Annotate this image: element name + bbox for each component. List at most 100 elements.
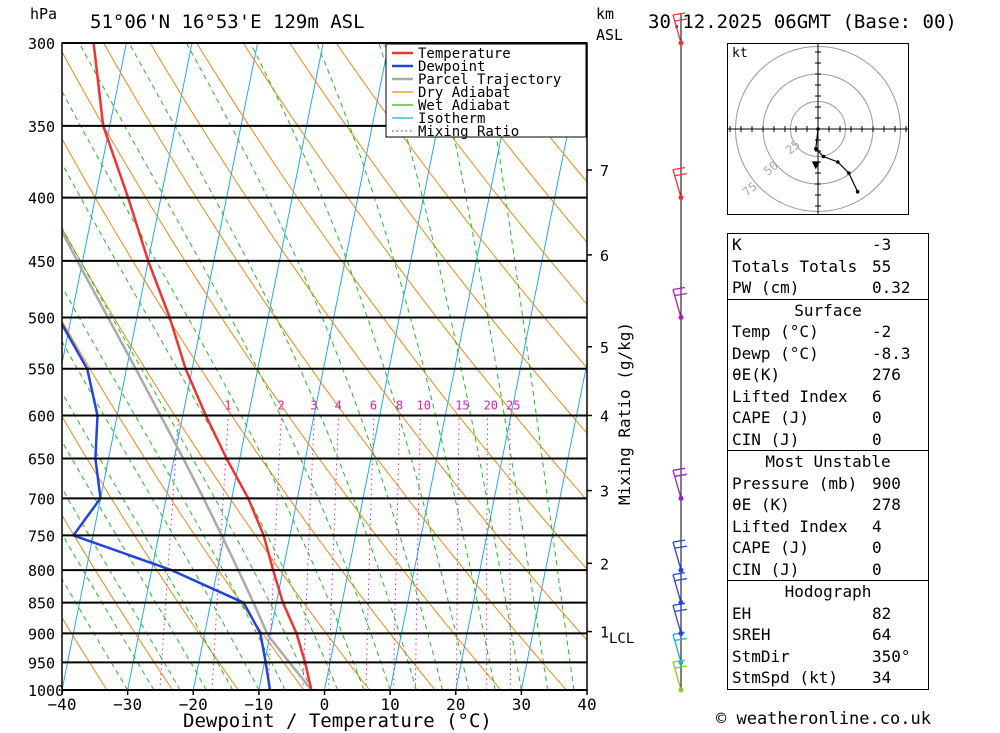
isotherm-line xyxy=(586,687,587,690)
pressure-tick-label: 800 xyxy=(28,562,55,580)
wind-barb-flag xyxy=(674,545,688,549)
copyright-footer[interactable]: © weatheronline.co.uk xyxy=(716,709,931,729)
isotherm-line xyxy=(389,43,521,690)
label-stmspd: StmSpd (kt) xyxy=(732,668,838,687)
mixing-ratio-line xyxy=(486,415,489,690)
storm-motion-marker xyxy=(811,161,820,170)
value-surface-li: 6 xyxy=(872,386,882,406)
hodograph-point xyxy=(814,147,818,151)
datetime-title: 30.12.2025 06GMT (Base: 00) xyxy=(648,11,957,33)
pressure-tick-label: 600 xyxy=(28,407,55,425)
hodograph-point xyxy=(855,189,860,194)
legend-dry-adiabat: Dry Adiabat xyxy=(418,85,511,101)
hodograph-point xyxy=(816,127,820,131)
row-mu-cape: CAPE (J) 0 xyxy=(728,537,928,559)
wind-barb-flag xyxy=(672,12,686,16)
wind-barb-flag xyxy=(674,637,688,642)
row-surface-cin: CIN (J) 0 xyxy=(728,429,928,451)
row-surface-li: Lifted Index 6 xyxy=(728,386,928,408)
label-surface-cin: CIN (J) xyxy=(732,429,800,449)
value-surface-cin: 0 xyxy=(872,429,882,449)
wet-adiabat-line xyxy=(62,487,181,690)
dry-adiabat-line xyxy=(335,43,587,369)
label-mu-cin: CIN (J) xyxy=(732,559,800,579)
x-tick-label: −30 xyxy=(113,695,142,714)
wet-adiabat-line xyxy=(378,43,522,690)
label-totals-totals: Totals Totals xyxy=(732,256,858,276)
label-mu-li: Lifted Index xyxy=(732,516,848,536)
location-title: 51°06'N 16°53'E 129m ASL xyxy=(90,11,365,33)
chart-axes: 1 2 3 4 6 8 10 15 20 2530035040045050055060065070… xyxy=(28,35,634,714)
label-stmdir: StmDir xyxy=(732,646,790,666)
row-stmdir: StmDir 350° xyxy=(728,646,928,668)
pressure-tick-label: 550 xyxy=(28,361,55,379)
value-mu-cape: 0 xyxy=(872,538,882,557)
isotherm-line xyxy=(192,43,324,690)
hodograph-trace xyxy=(815,128,859,192)
label-surface-temp: Temp (°C) xyxy=(732,322,819,341)
mixing-ratio-label: 2 xyxy=(278,398,285,412)
hodograph-point xyxy=(836,160,840,164)
dry-adiabat-line xyxy=(428,43,587,244)
wet-adiabat-line xyxy=(481,43,575,690)
mixing-ratio-label: 15 xyxy=(455,398,469,412)
wind-barb-flag xyxy=(672,467,686,471)
row-totals-totals: Totals Totals 55 xyxy=(728,256,928,278)
value-mu-pressure: 900 xyxy=(872,473,901,493)
row-surface-temp: Temp (°C) -2 xyxy=(728,321,928,343)
wet-adiabat-line xyxy=(62,391,234,690)
wind-barb-flag xyxy=(674,292,688,297)
row-mu-cin: CIN (J) 0 xyxy=(728,559,928,581)
x-tick-label: 40 xyxy=(577,695,596,714)
wind-barb-flag xyxy=(672,166,686,171)
legend-parcel: Parcel Trajectory xyxy=(418,72,561,88)
wind-barb-shaft xyxy=(672,169,682,198)
pressure-tick-label: 700 xyxy=(28,490,55,508)
hodograph-point xyxy=(847,171,851,175)
wind-barb-flag xyxy=(674,172,688,177)
mixing-ratio-line xyxy=(159,415,180,690)
value-surface-dewp: -8.3 xyxy=(872,343,911,363)
wind-barb-shaft xyxy=(672,470,682,499)
wet-adiabat-line xyxy=(62,440,207,690)
wind-barb-flag xyxy=(672,286,686,291)
label-surface-li: Lifted Index xyxy=(732,386,848,406)
wind-barb-shaft xyxy=(672,541,682,571)
value-pw: 0.32 xyxy=(872,278,911,297)
section-hodograph: Hodograph xyxy=(728,580,928,603)
wet-adiabat-line xyxy=(62,533,155,690)
isotherm-line xyxy=(258,43,390,690)
x-tick-label: −20 xyxy=(179,695,208,714)
wind-barb-shaft xyxy=(672,574,682,603)
row-pw: PW (cm) 0.32 xyxy=(728,277,928,299)
pressure-tick-label: 450 xyxy=(28,253,55,271)
row-mu-li: Lifted Index 4 xyxy=(728,516,928,538)
mixing-ratio-label: 10 xyxy=(416,398,430,412)
wind-barb-flag xyxy=(672,539,686,543)
value-surface-thetae: 276 xyxy=(872,365,901,384)
label-eh: EH xyxy=(732,603,752,623)
km-tick-label: 4 xyxy=(600,407,609,425)
dry-adiabat-line xyxy=(62,514,174,690)
value-surface-cape: 0 xyxy=(872,408,882,427)
x-tick-label: 30 xyxy=(512,695,531,714)
legend-isotherm: Isotherm xyxy=(418,111,485,127)
label-pw: PW (cm) xyxy=(732,278,800,297)
pressure-tick-label: 500 xyxy=(28,310,55,328)
wind-barb-shaft xyxy=(672,634,682,663)
x-tick-label: −10 xyxy=(244,695,273,714)
wet-adiabat-line xyxy=(62,226,312,690)
wind-barb-flag xyxy=(674,578,688,582)
row-mu-pressure: Pressure (mb) 900 xyxy=(728,473,928,495)
wet-adiabat-line xyxy=(185,43,444,690)
pressure-tick-label: 1000 xyxy=(28,682,64,700)
label-surface-thetae: θE(K) xyxy=(732,365,781,384)
legend-temperature: Temperature xyxy=(418,46,511,62)
legend-mixing-ratio: Mixing Ratio xyxy=(418,124,519,140)
x-tick-label: 10 xyxy=(380,695,399,714)
hodograph-unit-label: kt xyxy=(732,46,748,61)
row-mu-thetae: θE (K) 278 xyxy=(728,494,928,516)
label-mu-cape: CAPE (J) xyxy=(732,538,810,557)
value-k: -3 xyxy=(872,235,892,254)
mixing-ratio-title: Mixing Ratio (g/kg) xyxy=(615,322,634,505)
